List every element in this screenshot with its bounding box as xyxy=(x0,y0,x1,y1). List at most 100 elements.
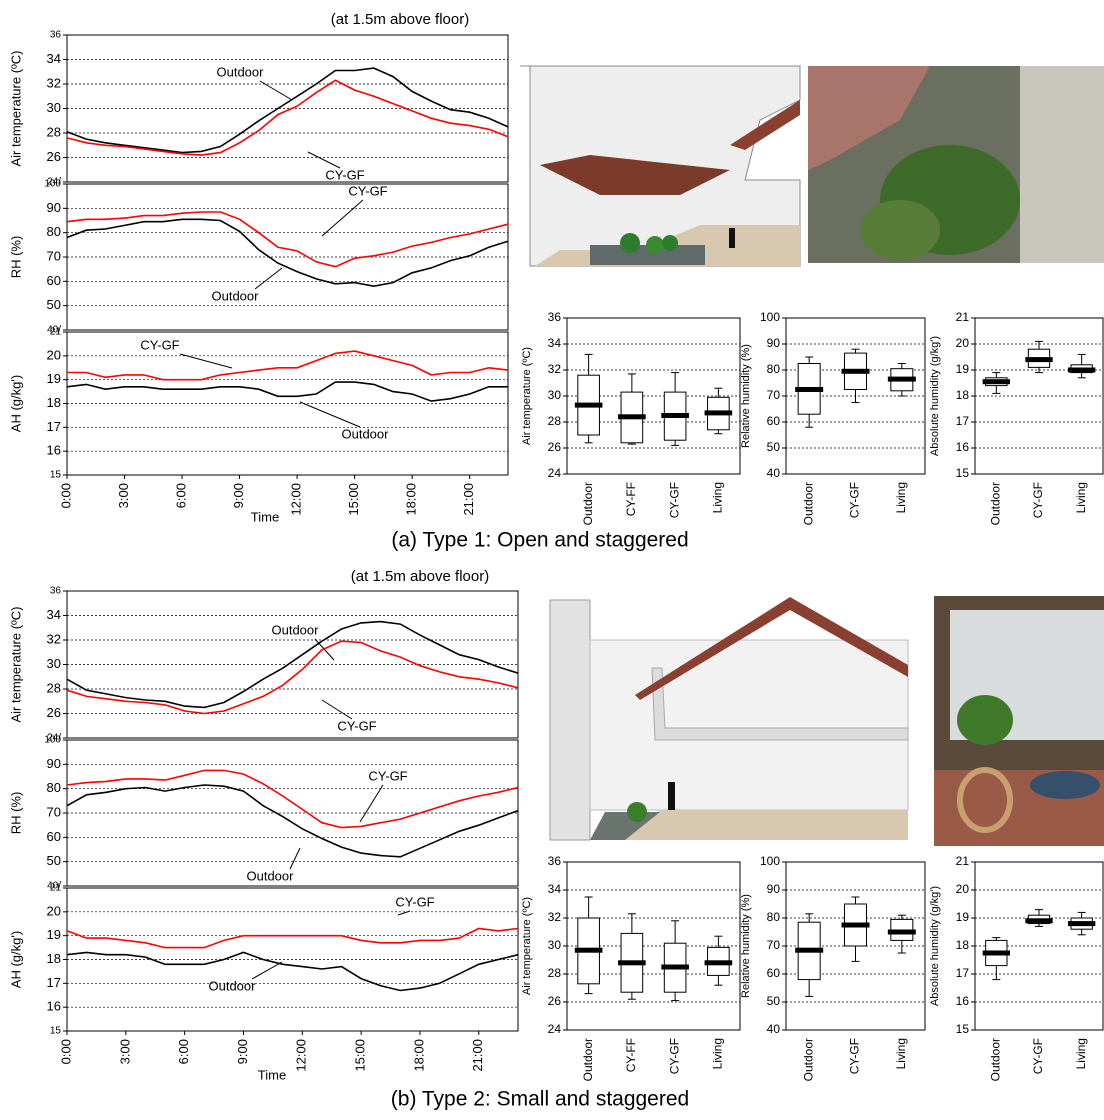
leader-line xyxy=(322,700,352,719)
x-tick-label: 15:00 xyxy=(353,1039,368,1072)
series-label: Outdoor xyxy=(209,978,257,993)
y-tick-label: 60 xyxy=(47,829,61,844)
x-tick-label: 21:00 xyxy=(470,1039,485,1072)
y-tick-label: 21 xyxy=(50,327,62,338)
x-tick-label: 0:00 xyxy=(58,483,73,508)
y-tick-label: 36 xyxy=(548,854,562,868)
x-tick-label: Outdoor xyxy=(801,1038,815,1081)
x-tick-label: 15:00 xyxy=(346,483,361,516)
y-tick-label: 100 xyxy=(44,735,61,746)
x-axis-label: Time xyxy=(258,1067,286,1082)
leader-line xyxy=(308,152,340,168)
y-axis-label: Relative humidity (%) xyxy=(740,344,752,448)
x-axis-label: Time xyxy=(251,509,279,524)
x-tick-label: CY-GF xyxy=(667,1038,681,1074)
leader-line xyxy=(255,268,282,289)
chart-title: (at 1.5m above floor) xyxy=(351,568,489,585)
y-tick-label: 21 xyxy=(956,310,970,324)
x-tick-label: CY-FF xyxy=(624,1038,638,1072)
series-label: CY-GF xyxy=(368,768,407,783)
y-axis-label: RH (%) xyxy=(8,236,23,279)
x-tick-label: CY-GF xyxy=(848,482,862,518)
x-tick-label: 9:00 xyxy=(235,1039,250,1064)
series-label: CY-GF xyxy=(325,167,364,182)
y-tick-label: 17 xyxy=(956,966,970,980)
y-axis-label: AH (g/kg') xyxy=(8,931,23,988)
x-tick-label: Outdoor xyxy=(801,482,815,525)
y-tick-label: 80 xyxy=(767,362,781,376)
y-tick-label: 18 xyxy=(956,388,970,402)
median xyxy=(888,377,916,382)
x-tick-label: 6:00 xyxy=(176,1039,191,1064)
y-tick-label: 16 xyxy=(47,443,61,458)
x-tick-label: 18:00 xyxy=(404,483,419,516)
median xyxy=(888,930,916,935)
photo xyxy=(934,596,1104,846)
series-line xyxy=(67,219,508,286)
x-tick-label: Outdoor xyxy=(581,1038,595,1081)
x-tick-label: Living xyxy=(894,482,908,513)
x-tick-label: CY-GF xyxy=(667,482,681,518)
series-label: CY-GF xyxy=(337,718,376,733)
leader-line xyxy=(290,848,300,869)
y-tick-label: 19 xyxy=(47,927,61,942)
y-tick-label: 32 xyxy=(47,75,61,90)
y-tick-label: 36 xyxy=(548,310,562,324)
y-tick-label: 19 xyxy=(956,910,970,924)
x-tick-label: 21:00 xyxy=(461,483,476,516)
y-axis-label: Air temperature (ºC) xyxy=(8,607,23,723)
model-image xyxy=(516,66,801,266)
y-tick-label: 28 xyxy=(47,124,61,139)
y-axis-label: RH (%) xyxy=(8,792,23,835)
y-tick-label: 20 xyxy=(47,903,61,918)
series-line xyxy=(67,382,508,401)
y-tick-label: 100 xyxy=(44,179,61,190)
y-tick-label: 80 xyxy=(47,780,61,795)
y-tick-label: 17 xyxy=(956,414,970,428)
x-tick-label: 12:00 xyxy=(294,1039,309,1072)
y-tick-label: 70 xyxy=(767,388,781,402)
y-axis-label: AH (g/kg') xyxy=(8,375,23,432)
y-tick-label: 26 xyxy=(548,994,562,1008)
y-tick-label: 90 xyxy=(47,756,61,771)
series-line xyxy=(67,952,518,990)
y-tick-label: 18 xyxy=(47,951,61,966)
y-tick-label: 30 xyxy=(47,656,61,671)
y-tick-label: 50 xyxy=(47,297,61,312)
y-tick-label: 34 xyxy=(47,607,61,622)
y-tick-label: 20 xyxy=(47,347,61,362)
y-tick-label: 16 xyxy=(956,994,970,1008)
series-label: Outdoor xyxy=(212,288,260,303)
leader-line xyxy=(322,200,363,236)
y-tick-label: 17 xyxy=(47,419,61,434)
y-tick-label: 20 xyxy=(956,882,970,896)
x-tick-label: CY-GF xyxy=(848,1038,862,1074)
figure: (a) Type 1: Open and staggered (b) Type … xyxy=(0,0,1104,1120)
x-tick-label: Living xyxy=(711,482,725,513)
median xyxy=(661,965,689,970)
y-tick-label: 40 xyxy=(767,466,781,480)
median xyxy=(795,387,823,392)
y-tick-label: 34 xyxy=(47,51,61,66)
y-axis-label: Air temperature (ºC) xyxy=(521,347,533,445)
x-tick-label: 0:00 xyxy=(58,1039,73,1064)
series-label: Outdoor xyxy=(247,868,295,883)
series-label: Outdoor xyxy=(217,64,265,79)
y-axis-label: Air temperature (ºC) xyxy=(8,51,23,167)
y-tick-label: 28 xyxy=(548,414,562,428)
y-tick-label: 15 xyxy=(50,470,62,481)
y-tick-label: 21 xyxy=(956,854,970,868)
caption: (a) Type 1: Open and staggered xyxy=(391,529,688,552)
y-tick-label: 70 xyxy=(47,804,61,819)
median xyxy=(842,369,870,374)
y-tick-label: 50 xyxy=(47,853,61,868)
y-tick-label: 30 xyxy=(548,938,562,952)
y-tick-label: 18 xyxy=(956,938,970,952)
page: (a) Type 1: Open and staggered (b) Type … xyxy=(0,0,1104,1120)
median xyxy=(575,948,603,953)
median xyxy=(1068,921,1095,926)
median xyxy=(618,414,646,419)
leader-line xyxy=(360,785,383,822)
y-tick-label: 60 xyxy=(767,966,781,980)
y-tick-label: 60 xyxy=(47,273,61,288)
